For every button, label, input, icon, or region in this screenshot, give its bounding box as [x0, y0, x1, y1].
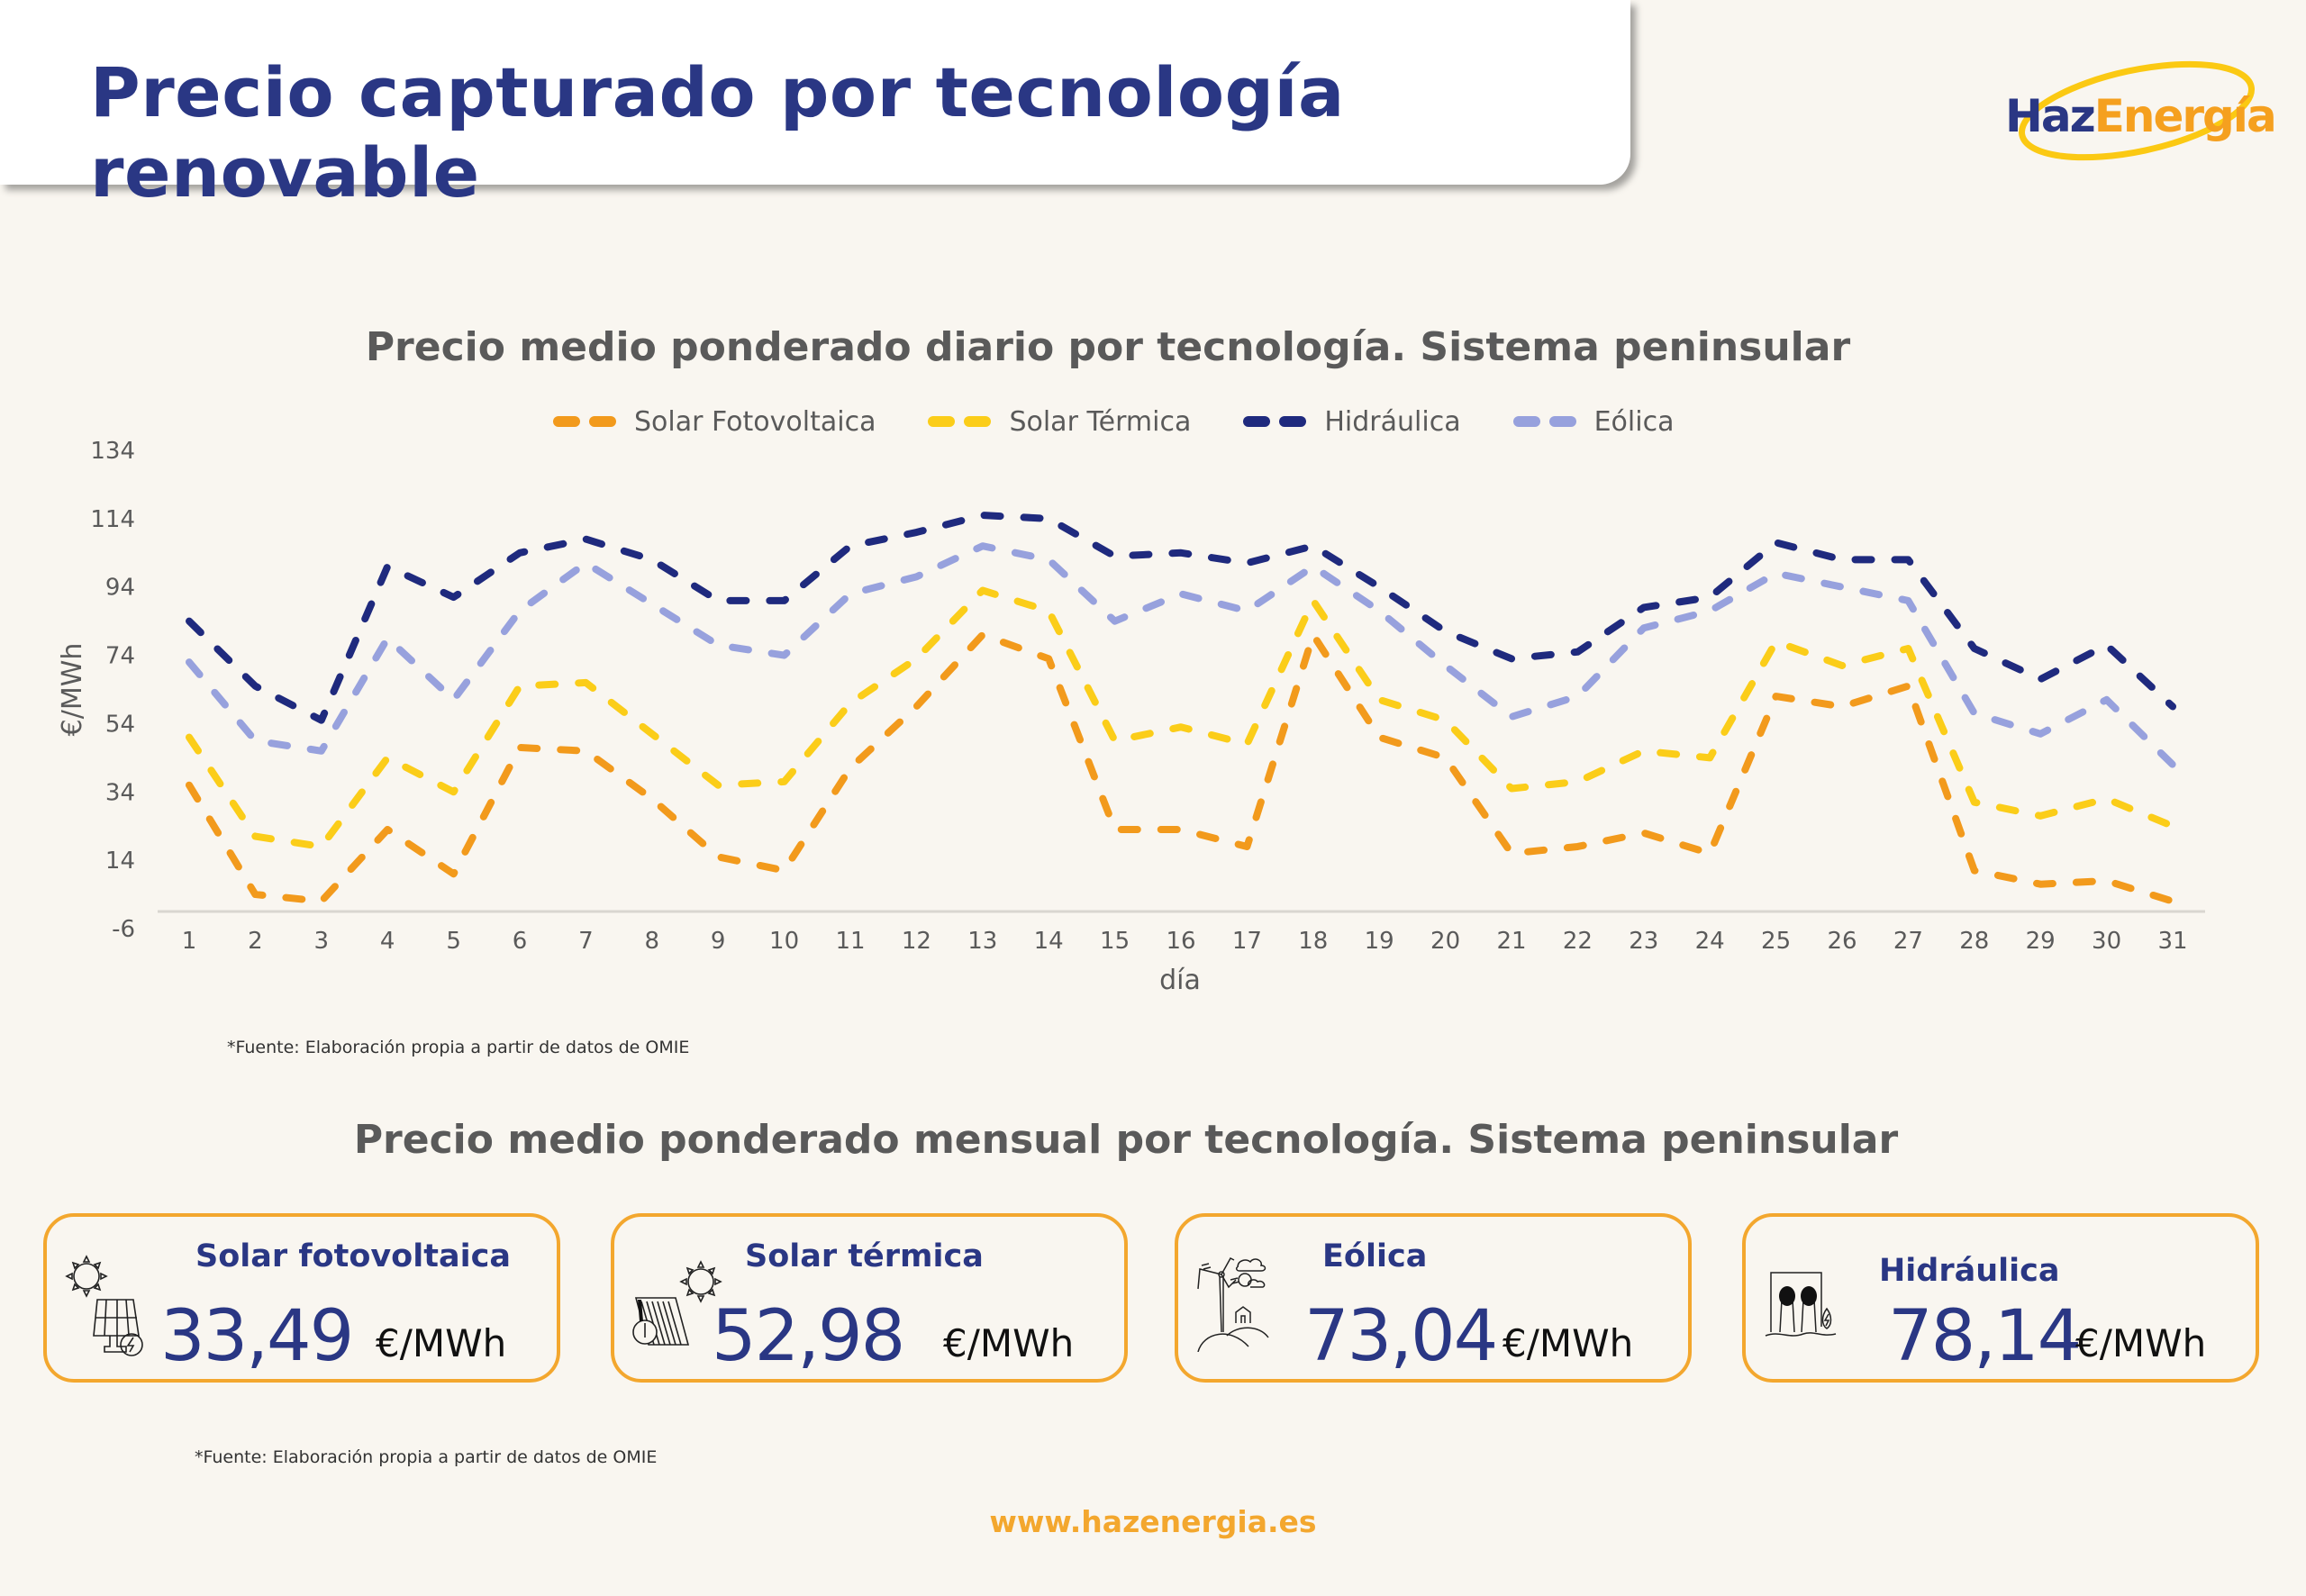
card-label: Eólica: [1322, 1238, 1428, 1274]
x-tick-label: 13: [967, 928, 997, 955]
legend-swatch-solar-termica: [924, 416, 996, 427]
legend-label: Solar Térmica: [1009, 405, 1192, 438]
card-solar-fotovoltaica: Solar fotovoltaica 33,49 €/MWh: [43, 1213, 560, 1383]
card-unit: €/MWh: [943, 1321, 1075, 1365]
y-tick-label: 14: [105, 848, 135, 875]
card-eolica: Eólica 73,04 €/MWh: [1175, 1213, 1692, 1383]
x-tick-label: 27: [1893, 928, 1923, 955]
x-tick-label: 3: [314, 928, 330, 955]
x-tick-label: 4: [380, 928, 395, 955]
x-tick-label: 31: [2157, 928, 2187, 955]
x-tick-label: 6: [513, 928, 528, 955]
x-tick-label: 5: [446, 928, 461, 955]
wind-turbine-icon: [1197, 1257, 1269, 1352]
legend-label: Eólica: [1593, 405, 1675, 438]
y-tick-label: 114: [90, 506, 135, 533]
chart-legend: Solar Fotovoltaica Solar Térmica Hidrául…: [549, 404, 1722, 440]
x-tick-label: 28: [1959, 928, 1989, 955]
card-unit: €/MWh: [376, 1321, 507, 1365]
x-axis-ticks: 1 2 3 4 5 6 7 8 9 10 11 12 13 14 15 16 17 18 19 20 21 22 23 24 2…: [182, 928, 2188, 955]
x-tick-label: 2: [248, 928, 263, 955]
website-link[interactable]: www.hazenergia.es: [989, 1504, 1317, 1539]
x-tick-label: 12: [902, 928, 931, 955]
hydro-dam-icon: [1765, 1272, 1837, 1337]
legend-swatch-eolica: [1510, 416, 1582, 427]
x-tick-label: 7: [578, 928, 594, 955]
x-tick-label: 14: [1034, 928, 1064, 955]
x-tick-label: 10: [769, 928, 799, 955]
x-axis-title: día: [1159, 965, 1201, 996]
x-tick-label: 20: [1430, 928, 1460, 955]
y-tick-label: 94: [105, 575, 135, 602]
logo-text-energia: Energía: [2093, 90, 2277, 142]
series-line-solar-fotovoltaica: [186, 630, 2176, 905]
y-tick-label: 34: [105, 779, 135, 806]
monthly-source-note: *Fuente: Elaboración propia a partir de …: [195, 1447, 658, 1467]
x-tick-label: 16: [1166, 928, 1195, 955]
card-value: 33,49: [160, 1296, 354, 1377]
card-solar-termica: Solar térmica 52,98 €/MWh: [611, 1213, 1128, 1383]
card-value: 52,98: [712, 1296, 905, 1377]
card-value: 73,04: [1304, 1296, 1498, 1377]
x-tick-label: 1: [182, 928, 197, 955]
x-tick-label: 29: [2026, 928, 2056, 955]
legend-item-hidraulica[interactable]: Hidráulica: [1239, 405, 1461, 438]
solar-thermal-icon: [632, 1260, 722, 1346]
series-line-hidraulica: [186, 512, 2176, 724]
chart-title: Precio medio ponderado diario por tecnol…: [365, 324, 1851, 370]
x-tick-label: 25: [1761, 928, 1791, 955]
legend-label: Hidráulica: [1324, 405, 1461, 438]
x-tick-label: 23: [1629, 928, 1658, 955]
y-axis-ticks: 134 114 94 74 54 34 14 -6: [90, 438, 135, 943]
logo-text: HazEnergía: [2005, 90, 2277, 142]
logo-text-haz: Haz: [2005, 90, 2096, 142]
solar-panel-icon: [65, 1255, 143, 1356]
x-tick-label: 19: [1365, 928, 1394, 955]
x-tick-label: 8: [645, 928, 660, 955]
card-label: Solar térmica: [745, 1238, 984, 1274]
x-tick-label: 26: [1827, 928, 1857, 955]
card-unit: €/MWh: [2075, 1321, 2207, 1365]
x-tick-label: 22: [1563, 928, 1593, 955]
legend-label: Solar Fotovoltaica: [634, 405, 876, 438]
y-axis-title: €/MWh: [57, 643, 88, 737]
y-tick-label: 74: [105, 643, 135, 670]
card-unit: €/MWh: [1503, 1321, 1634, 1365]
title-banner: Precio capturado por tecnología renovabl…: [0, 0, 1630, 213]
logo-ellipse-icon: [2018, 60, 2256, 161]
monthly-section-title: Precio medio ponderado mensual por tecno…: [353, 1117, 1899, 1163]
x-tick-label: 18: [1298, 928, 1328, 955]
hazenergia-logo: HazEnergía: [2000, 52, 2277, 174]
chart-source-note: *Fuente: Elaboración propia a partir de …: [227, 1038, 690, 1057]
page-title: Precio capturado por tecnología renovabl…: [90, 52, 1345, 213]
series-line-eolica: [186, 542, 2176, 768]
legend-swatch-solar-fotovoltaica: [549, 416, 622, 427]
series-lines: [186, 512, 2176, 905]
card-label: Solar fotovoltaica: [195, 1238, 511, 1274]
legend-item-solar-termica[interactable]: Solar Térmica: [924, 406, 1191, 438]
x-tick-label: 9: [711, 928, 726, 955]
card-label: Hidráulica: [1879, 1253, 2060, 1289]
y-tick-label: 134: [90, 438, 135, 465]
legend-item-eolica[interactable]: Eólica: [1510, 405, 1675, 438]
x-tick-label: 11: [835, 928, 865, 955]
x-tick-label: 15: [1100, 928, 1130, 955]
x-tick-label: 30: [2092, 928, 2121, 955]
x-tick-label: 21: [1496, 928, 1526, 955]
x-tick-label: 24: [1695, 928, 1725, 955]
legend-swatch-hidraulica: [1239, 416, 1312, 427]
legend-item-solar-fotovoltaica[interactable]: Solar Fotovoltaica: [549, 406, 876, 438]
x-tick-label: 17: [1232, 928, 1262, 955]
y-tick-label: 54: [105, 711, 135, 738]
card-value: 78,14: [1888, 1296, 2082, 1377]
card-hidraulica: Hidráulica 78,14 €/MWh: [1742, 1213, 2259, 1383]
series-line-solar-termica: [186, 586, 2176, 850]
y-tick-label: -6: [112, 916, 135, 943]
